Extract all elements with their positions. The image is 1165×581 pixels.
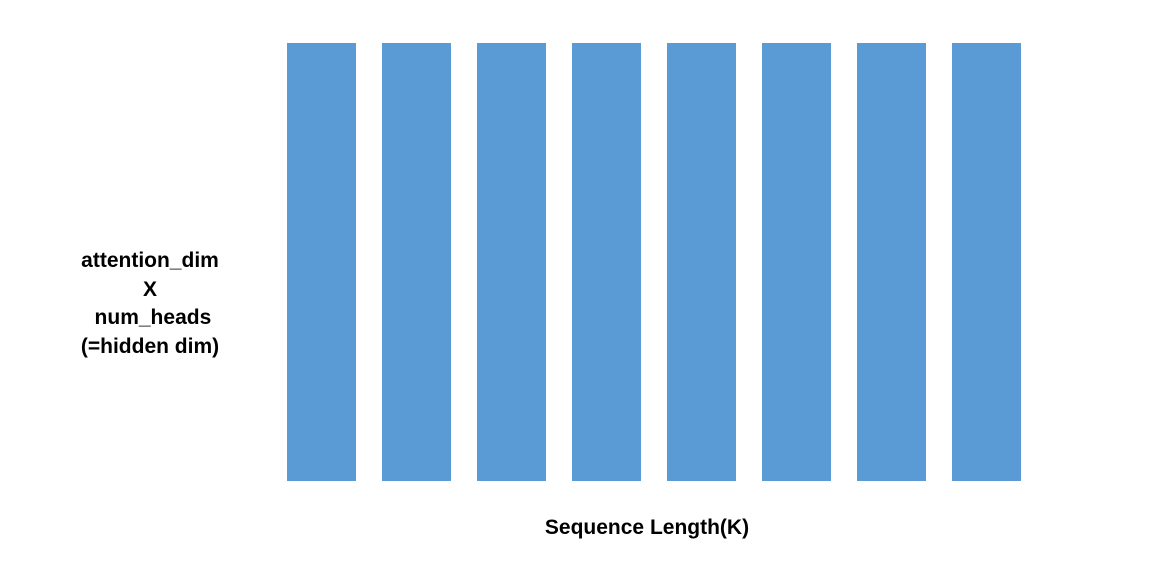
- sequence-bar-3: [477, 43, 546, 481]
- y-label-line-4: (=hidden dim): [80, 334, 220, 358]
- sequence-bar-7: [857, 43, 926, 481]
- sequence-bar-2: [382, 43, 451, 481]
- sequence-bar-8: [952, 43, 1021, 481]
- x-axis-label: Sequence Length(K): [544, 516, 750, 539]
- y-label-line-2: X: [142, 277, 157, 301]
- y-label-line-1: attention_dim: [81, 249, 219, 272]
- sequence-bar-6: [762, 43, 831, 481]
- sequence-bar-4: [572, 43, 641, 481]
- sequence-bar-1: [287, 43, 356, 481]
- y-label-line-3: num_heads: [88, 306, 212, 329]
- sequence-bar-5: [667, 43, 736, 481]
- y-axis-label: attention_dim X num_heads (=hidden dim): [50, 247, 250, 361]
